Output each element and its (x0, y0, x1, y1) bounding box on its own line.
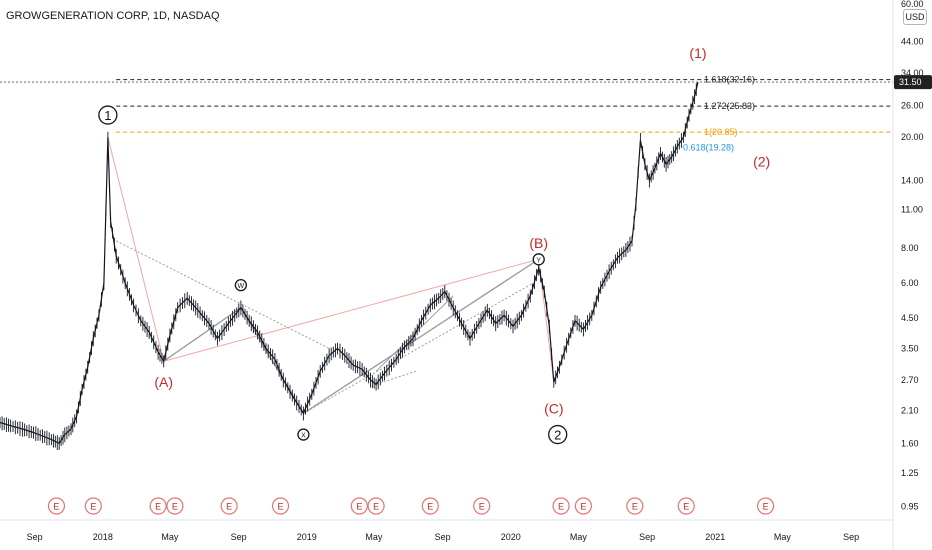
earnings-icon (47, 497, 66, 515)
y-tick-label: 3.50 (901, 343, 919, 353)
wave-label: (C) (544, 400, 563, 416)
y-tick-label: 20.00 (901, 132, 924, 142)
y-tick-label: 8.00 (901, 243, 919, 253)
earnings-label: E (278, 502, 284, 512)
wave-labels: 1 (A) W X (B) Y (C) 2 (1) (2) (98, 45, 770, 445)
earnings-label: E (427, 502, 433, 512)
x-tick-label: 2019 (297, 532, 317, 542)
wave-label: Y (536, 257, 541, 264)
fib-label: 1.618(32.16) (704, 75, 755, 85)
x-tick-label: Sep (435, 532, 451, 542)
earnings-label: E (479, 502, 485, 512)
wave-line-1-A (107, 137, 165, 362)
earnings-label: E (155, 502, 161, 512)
earnings-label: E (356, 502, 362, 512)
earnings-label: E (172, 502, 178, 512)
wave-label: (A) (154, 374, 173, 390)
earnings-icon (421, 497, 439, 515)
x-tick-label: May (365, 532, 383, 542)
earnings-label: E (373, 502, 379, 512)
y-tick-label: 0.95 (901, 502, 919, 512)
x-tick-label: 2021 (705, 532, 725, 542)
y-tick-label: 4.50 (901, 313, 919, 323)
x-tick-label: 2020 (501, 532, 521, 542)
x-tick-label: May (774, 532, 792, 542)
y-tick-label: 2.10 (901, 405, 919, 415)
x-axis: Sep 2018 May Sep 2019 May Sep 2020 May Sep 2021 May… (0, 519, 893, 542)
earnings-label: E (226, 502, 232, 512)
earnings-icon (350, 497, 368, 515)
x-tick-label: 2018 (93, 532, 113, 542)
x-tick-label: May (161, 532, 179, 542)
earnings-icon (149, 497, 167, 515)
y-tick-label: 14.00 (901, 175, 924, 185)
wave-label: (B) (529, 235, 548, 251)
y-tick-label: 1.60 (901, 438, 919, 448)
channel-line-1 (116, 240, 330, 349)
earnings-icon (756, 497, 775, 515)
earnings-icon (367, 497, 385, 515)
earnings-icon (220, 497, 238, 515)
earnings-label: E (580, 502, 586, 512)
wave-label-circle (234, 278, 248, 292)
wave-label: X (301, 433, 306, 440)
channel-line-3 (375, 370, 416, 385)
x-tick-label: Sep (843, 532, 859, 542)
earnings-icon (271, 497, 290, 515)
wave-label-circle (532, 253, 545, 266)
wave-label: 2 (554, 428, 561, 443)
currency-button[interactable]: USD (903, 9, 927, 25)
x-tick-label: Sep (639, 532, 655, 542)
earnings-label: E (763, 502, 769, 512)
channel-line-4 (375, 295, 454, 372)
wave-label: 1 (104, 108, 111, 123)
wave-label-circle (548, 424, 568, 445)
wave-line-A-B (163, 258, 539, 362)
y-tick-label: 2.70 (901, 375, 919, 385)
y-tick-label: 6.00 (901, 278, 919, 288)
x-tick-label: Sep (27, 532, 43, 542)
wave-label-circle (98, 105, 118, 125)
x-tick-label: Sep (231, 532, 247, 542)
y-tick-label: 11.00 (901, 205, 923, 215)
x-tick-label: May (570, 532, 588, 542)
y-tick-label: 34.00 (901, 68, 924, 78)
y-tick-label: 1.25 (901, 468, 919, 478)
earnings-icon (84, 497, 102, 515)
price-badge: 31.50 (899, 77, 922, 87)
price-series (0, 81, 699, 450)
wave-label: W (238, 283, 245, 290)
fib-label: 1.272(25.83) (704, 101, 755, 111)
y-axis: 60.00 44.00 34.00 26.00 20.00 14.00 11.00 8.00 6… (892, 0, 932, 550)
wave-line-A-W (163, 307, 242, 362)
earnings-label: E (558, 502, 564, 512)
fib-levels: 1.618(32.16) 1.272(25.83) 1(20.85) 0.618(19… (0, 75, 893, 153)
y-tick-label: 60.00 (901, 0, 924, 9)
fib-label: 1(20.85) (704, 127, 738, 137)
wave-line-X-Y (303, 258, 540, 414)
wave-lines (107, 137, 555, 414)
wave-label: (1) (689, 45, 706, 61)
chart-title: GROWGENERATION CORP, 1D, NASDAQ (6, 10, 220, 22)
earnings-label: E (90, 502, 96, 512)
earnings-label: E (683, 502, 689, 512)
y-tick-label: 44.00 (901, 37, 924, 47)
earnings-icon (473, 497, 491, 515)
channel-line-2 (303, 282, 534, 414)
earnings-icon (552, 497, 570, 515)
fib-label: 0.618(19.28) (683, 143, 734, 153)
price-badge-bg (894, 75, 932, 90)
y-tick-label: 26.00 (901, 100, 924, 110)
wave-label: (2) (753, 153, 770, 169)
earnings-icon (677, 497, 695, 515)
price-line (0, 81, 699, 445)
earnings-icon (166, 497, 184, 515)
wave-label-circle (297, 428, 310, 441)
earnings-icon (626, 497, 644, 515)
earnings-label: E (632, 502, 638, 512)
earnings-icon (574, 497, 593, 515)
earnings-label: E (53, 502, 59, 512)
